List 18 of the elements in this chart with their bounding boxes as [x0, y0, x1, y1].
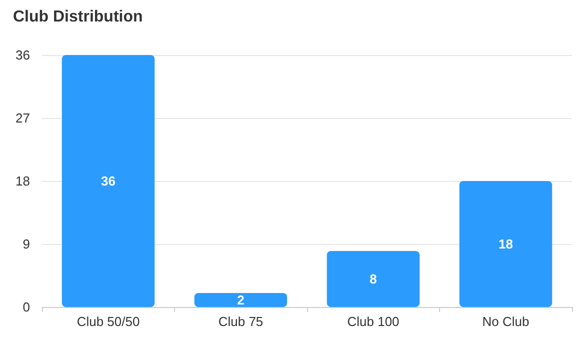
data-label: 2	[237, 292, 244, 308]
y-tick-label: 18	[16, 174, 30, 188]
bar	[459, 181, 552, 307]
y-tick-label: 9	[22, 236, 30, 252]
y-tick-label: 27	[16, 110, 30, 126]
x-tick-label: Club 50/50	[76, 314, 140, 329]
bar	[194, 293, 288, 307]
x-tick-label: No Club	[482, 314, 530, 329]
data-label: 36	[101, 174, 116, 188]
x-tick-label: Club 75	[218, 314, 264, 329]
bar	[62, 55, 155, 307]
y-tick-label: 0	[22, 300, 30, 314]
data-label: 8	[370, 272, 377, 286]
x-tick-label: Club 100	[347, 314, 400, 329]
y-tick-label: 36	[16, 48, 30, 62]
bar	[326, 251, 420, 307]
chart-title: Club Distribution	[13, 8, 143, 26]
data-label: 18	[498, 236, 513, 252]
